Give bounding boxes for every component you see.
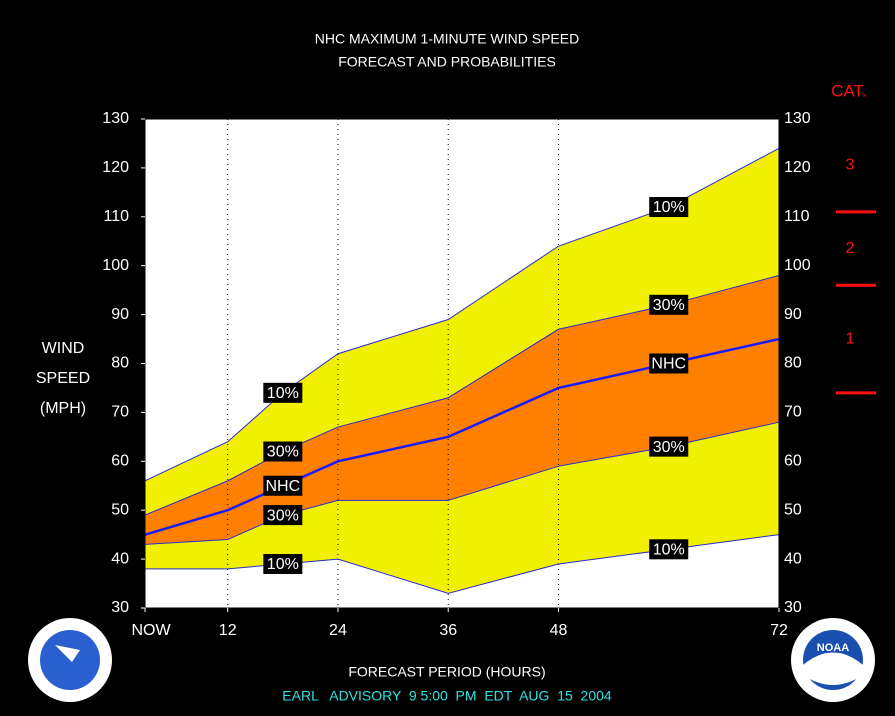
y-tick-label: 30 <box>111 599 129 616</box>
y2-tick-label: 70 <box>784 404 802 421</box>
band-label: 10% <box>653 199 685 216</box>
band-label: 30% <box>653 297 685 314</box>
y-tick-label: 90 <box>111 306 129 323</box>
category-label: 1 <box>846 330 855 347</box>
label-box <box>649 539 689 560</box>
x-tick-label: 36 <box>439 622 457 639</box>
footer: EARL ADVISORY 9 5:00 PM EDT AUG 15 2004 <box>282 688 612 704</box>
category-label: 3 <box>846 157 855 174</box>
label-box <box>263 553 303 574</box>
y2-tick-label: 130 <box>784 110 811 127</box>
x-axis-label: FORECAST PERIOD (HOURS) <box>348 664 545 680</box>
x-tick-label: 48 <box>550 622 568 639</box>
label-box <box>263 441 303 462</box>
chart-subtitle: FORECAST AND PROBABILITIES <box>338 54 556 70</box>
y-axis-label: (MPH) <box>40 400 86 417</box>
y-tick-label: 80 <box>111 355 129 372</box>
x-tick-label: 12 <box>219 622 237 639</box>
logo-bolt <box>55 645 85 675</box>
band-label: NHC <box>265 478 300 495</box>
x-tick-label: NOW <box>131 622 171 639</box>
y-tick-label: 110 <box>103 208 129 225</box>
band-label: NHC <box>651 356 686 373</box>
y-axis-label: WIND <box>42 340 85 357</box>
band-label: 10% <box>267 556 299 573</box>
noaa-logo: NOAA <box>791 618 875 702</box>
category-title: CAT. <box>831 81 867 100</box>
logo-text: NOAA <box>817 642 849 654</box>
y2-tick-label: 100 <box>784 257 811 274</box>
band-label: 10% <box>653 542 685 559</box>
y2-tick-label: 120 <box>784 159 811 176</box>
y-tick-label: 60 <box>111 453 129 470</box>
band-label: 30% <box>653 439 685 456</box>
y2-tick-label: 110 <box>784 208 810 225</box>
y2-tick-label: 80 <box>784 355 802 372</box>
label-box <box>263 382 303 403</box>
y-tick-label: 50 <box>111 501 129 518</box>
chart-title: NHC MAXIMUM 1-MINUTE WIND SPEED <box>315 31 579 47</box>
y-tick-label: 40 <box>111 550 129 567</box>
y2-tick-label: 50 <box>784 501 802 518</box>
y2-tick-label: 90 <box>784 306 802 323</box>
y-tick-label: 100 <box>102 257 129 274</box>
label-box <box>263 475 303 496</box>
y2-tick-label: 60 <box>784 453 802 470</box>
y-axis-label: SPEED <box>36 370 90 387</box>
category-label: 2 <box>846 240 855 257</box>
x-tick-label: 72 <box>770 622 788 639</box>
label-box <box>649 294 689 315</box>
y-tick-label: 70 <box>111 404 129 421</box>
x-tick-label: 24 <box>329 622 347 639</box>
band-label: 30% <box>267 507 299 524</box>
band-label: 30% <box>267 444 299 461</box>
nws-logo <box>28 618 112 702</box>
logo-wave <box>803 652 863 685</box>
label-box <box>649 436 689 457</box>
y2-tick-label: 30 <box>784 599 802 616</box>
y2-tick-label: 40 <box>784 550 802 567</box>
y-tick-label: 120 <box>102 159 129 176</box>
band-label: 10% <box>267 385 299 402</box>
label-box <box>263 505 303 526</box>
label-box <box>649 197 689 218</box>
y-tick-label: 130 <box>102 110 129 127</box>
label-box <box>649 353 689 374</box>
